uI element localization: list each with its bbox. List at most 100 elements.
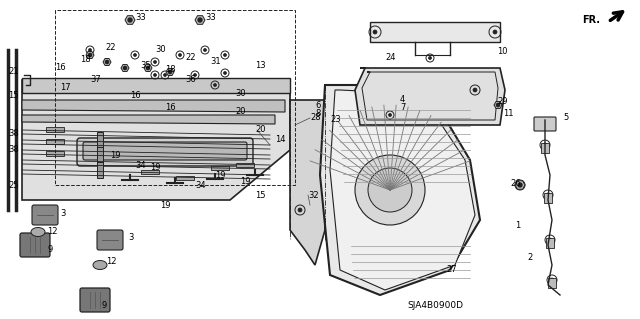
Bar (97, 132, 103, 148)
Circle shape (198, 18, 202, 22)
Circle shape (179, 54, 182, 56)
Circle shape (493, 30, 497, 34)
Text: 10: 10 (497, 48, 508, 56)
Bar (541, 143, 549, 153)
Bar (236, 163, 254, 167)
Polygon shape (22, 78, 290, 93)
Circle shape (543, 143, 547, 147)
Bar (46, 127, 64, 132)
FancyBboxPatch shape (97, 230, 123, 250)
Polygon shape (22, 100, 285, 112)
Circle shape (368, 168, 412, 212)
Text: 14: 14 (275, 136, 285, 145)
Circle shape (388, 114, 392, 116)
Polygon shape (290, 100, 325, 265)
Circle shape (193, 73, 196, 77)
Text: 6: 6 (315, 100, 321, 109)
Circle shape (154, 73, 157, 77)
Text: 22: 22 (105, 42, 115, 51)
Text: 17: 17 (60, 84, 70, 93)
Text: 29: 29 (497, 98, 508, 107)
Polygon shape (330, 90, 475, 290)
Text: 38: 38 (8, 129, 19, 137)
Text: 3: 3 (60, 209, 65, 218)
Text: FR.: FR. (582, 15, 600, 25)
Text: 3: 3 (128, 233, 133, 241)
Circle shape (373, 30, 377, 34)
Polygon shape (195, 16, 205, 24)
Text: 8: 8 (315, 108, 321, 117)
Circle shape (223, 54, 227, 56)
Text: 36: 36 (185, 76, 196, 85)
Text: 20: 20 (255, 125, 266, 135)
Bar (548, 278, 556, 288)
Bar (544, 193, 552, 203)
Text: 28: 28 (310, 114, 321, 122)
Text: 24: 24 (385, 54, 396, 63)
Text: 34: 34 (135, 160, 146, 169)
Bar (141, 170, 159, 174)
Text: 20: 20 (235, 108, 246, 116)
Text: 13: 13 (255, 61, 266, 70)
Text: 30: 30 (155, 46, 166, 55)
Polygon shape (22, 115, 275, 124)
Circle shape (497, 103, 500, 107)
Text: 19: 19 (110, 151, 120, 160)
Circle shape (128, 18, 132, 22)
Polygon shape (121, 64, 129, 71)
Text: 35: 35 (140, 61, 150, 70)
Text: 30: 30 (235, 88, 246, 98)
Circle shape (204, 48, 207, 51)
Polygon shape (22, 80, 290, 200)
Polygon shape (355, 68, 505, 125)
Circle shape (518, 183, 522, 187)
Circle shape (168, 70, 172, 74)
Text: 7: 7 (400, 103, 405, 113)
Polygon shape (144, 64, 152, 71)
Text: 33: 33 (135, 13, 146, 23)
Polygon shape (515, 181, 525, 189)
Polygon shape (125, 16, 135, 24)
Ellipse shape (31, 227, 45, 236)
Bar (211, 166, 229, 170)
Text: 15: 15 (8, 91, 19, 100)
Text: 22: 22 (185, 53, 195, 62)
Text: 12: 12 (106, 257, 116, 266)
Text: 4: 4 (400, 95, 405, 105)
Circle shape (88, 53, 92, 56)
Circle shape (223, 71, 227, 75)
Circle shape (546, 193, 550, 197)
Bar (46, 151, 64, 156)
Text: 32: 32 (308, 190, 319, 199)
Circle shape (106, 60, 109, 63)
Text: 34: 34 (195, 181, 205, 189)
Text: SJA4B0900D: SJA4B0900D (407, 300, 463, 309)
FancyBboxPatch shape (83, 142, 247, 160)
Text: 11: 11 (503, 108, 513, 117)
Text: 19: 19 (160, 201, 170, 210)
Text: 12: 12 (47, 227, 58, 236)
Text: 16: 16 (55, 63, 66, 72)
Text: 19: 19 (215, 170, 225, 180)
FancyBboxPatch shape (534, 117, 556, 131)
Circle shape (355, 155, 425, 225)
Text: 21: 21 (8, 68, 19, 77)
Circle shape (163, 73, 166, 77)
Bar (176, 176, 194, 180)
Text: 38: 38 (8, 145, 19, 154)
Polygon shape (494, 101, 502, 108)
Bar (546, 238, 554, 248)
Circle shape (548, 238, 552, 242)
Text: 1: 1 (515, 220, 520, 229)
FancyBboxPatch shape (32, 205, 58, 225)
Text: 31: 31 (210, 57, 221, 66)
Text: 15: 15 (255, 190, 266, 199)
Circle shape (154, 61, 157, 63)
Circle shape (518, 183, 522, 187)
Circle shape (147, 66, 150, 70)
FancyBboxPatch shape (20, 233, 50, 257)
Text: 18: 18 (165, 65, 175, 75)
Text: 9: 9 (48, 246, 53, 255)
Text: 23: 23 (330, 115, 340, 124)
Circle shape (88, 48, 92, 51)
